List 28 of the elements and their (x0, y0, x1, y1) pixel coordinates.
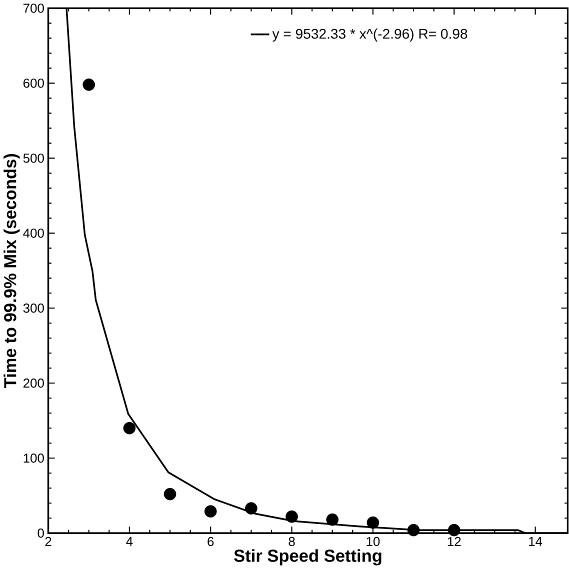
x-tick-label: 12 (448, 536, 461, 546)
point (408, 524, 420, 536)
y-tick-label: 600 (24, 78, 44, 88)
x-tick-label: 2 (45, 536, 52, 546)
point (286, 510, 298, 523)
point (123, 422, 136, 434)
y-tick-label: 0 (38, 528, 44, 538)
point (366, 516, 380, 529)
x-tick-label: 6 (208, 536, 214, 546)
x-tick-label: 8 (288, 536, 296, 546)
x-tick-label: 10 (366, 536, 380, 546)
point (326, 513, 339, 526)
y-tick-label: 500 (24, 154, 44, 163)
point (82, 78, 96, 91)
point (164, 488, 176, 500)
x-axis-title: Stir Speed Setting (234, 549, 382, 566)
y-tick-label: 100 (24, 454, 44, 463)
x-tick-label: 14 (529, 536, 542, 546)
y-tick-label: 400 (23, 228, 44, 238)
y-axis-title: Time to 99.9% Mix (seconds) (4, 154, 20, 388)
point (204, 505, 217, 518)
x-tick-label: 4 (126, 536, 133, 546)
legend-label: y = 9532.33 * x^(-2.96) R= 0.98 (272, 28, 468, 42)
y-tick-label: 700 (24, 4, 44, 13)
y-tick-label: 200 (24, 378, 44, 388)
point (448, 524, 460, 536)
y-tick-label: 300 (23, 304, 44, 313)
point (245, 502, 258, 515)
